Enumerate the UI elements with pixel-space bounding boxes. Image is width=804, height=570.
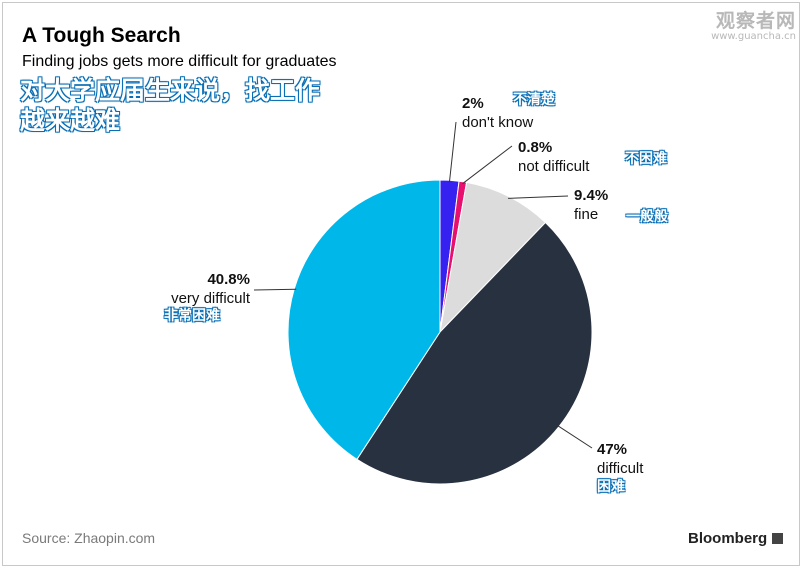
bloomberg-logo: Bloomberg bbox=[688, 530, 784, 547]
label-not-difficult-cn: 不困难 bbox=[625, 151, 667, 167]
label-very-difficult-text: very difficult bbox=[171, 290, 250, 307]
leader-line-not-difficult bbox=[462, 145, 513, 185]
label-fine-cn: 一般般 bbox=[626, 209, 668, 225]
label-dont-know: 2% don't know bbox=[462, 94, 533, 132]
label-not-difficult: 0.8% not difficult bbox=[518, 138, 589, 176]
label-not-difficult-text: not difficult bbox=[518, 158, 590, 175]
leader-line-fine bbox=[508, 195, 569, 199]
label-very-difficult: 40.8% very difficult bbox=[154, 270, 250, 308]
chart-title: A Tough Search bbox=[22, 24, 181, 47]
slice-fine bbox=[439, 181, 547, 334]
bloomberg-wordmark: Bloomberg bbox=[688, 530, 768, 547]
watermark-url: www.guancha.cn bbox=[711, 31, 796, 42]
cn-caption-line-1: 对大学应届生来说，找工作 bbox=[20, 76, 321, 105]
label-very-difficult-pct: 40.8% bbox=[207, 271, 250, 288]
label-difficult-text: difficult bbox=[597, 460, 644, 477]
label-difficult: 47% difficult 困难 bbox=[597, 440, 643, 497]
slice-very-difficult bbox=[287, 179, 441, 460]
leader-line-dont-know bbox=[448, 121, 457, 183]
label-fine: 9.4% fine bbox=[574, 186, 608, 224]
label-dont-know-pct: 2% bbox=[462, 95, 484, 112]
label-not-difficult-pct: 0.8% bbox=[518, 139, 553, 156]
leader-line-very-difficult bbox=[253, 288, 297, 291]
label-very-difficult-cn: 非常困难 bbox=[164, 308, 220, 324]
label-fine-pct: 9.4% bbox=[574, 187, 609, 204]
label-dont-know-cn: 不清楚 bbox=[513, 92, 555, 108]
label-fine-text: fine bbox=[574, 206, 599, 223]
label-difficult-cn: 困难 bbox=[597, 479, 625, 495]
cn-caption: 对大学应届生来说，找工作 越来越难 bbox=[20, 76, 320, 136]
watermark: 观察者网 www.guancha.cn bbox=[711, 6, 796, 42]
leader-line-difficult bbox=[557, 424, 593, 449]
watermark-text: 观察者网 bbox=[715, 10, 796, 32]
label-dont-know-text: don't know bbox=[462, 114, 534, 131]
bloomberg-mark-icon bbox=[772, 533, 784, 544]
cn-caption-line-2: 越来越难 bbox=[20, 106, 121, 135]
label-difficult-pct: 47% bbox=[597, 441, 628, 458]
chart-subtitle: Finding jobs gets more difficult for gra… bbox=[22, 53, 337, 70]
source-note: Source: Zhaopin.com bbox=[22, 530, 156, 546]
